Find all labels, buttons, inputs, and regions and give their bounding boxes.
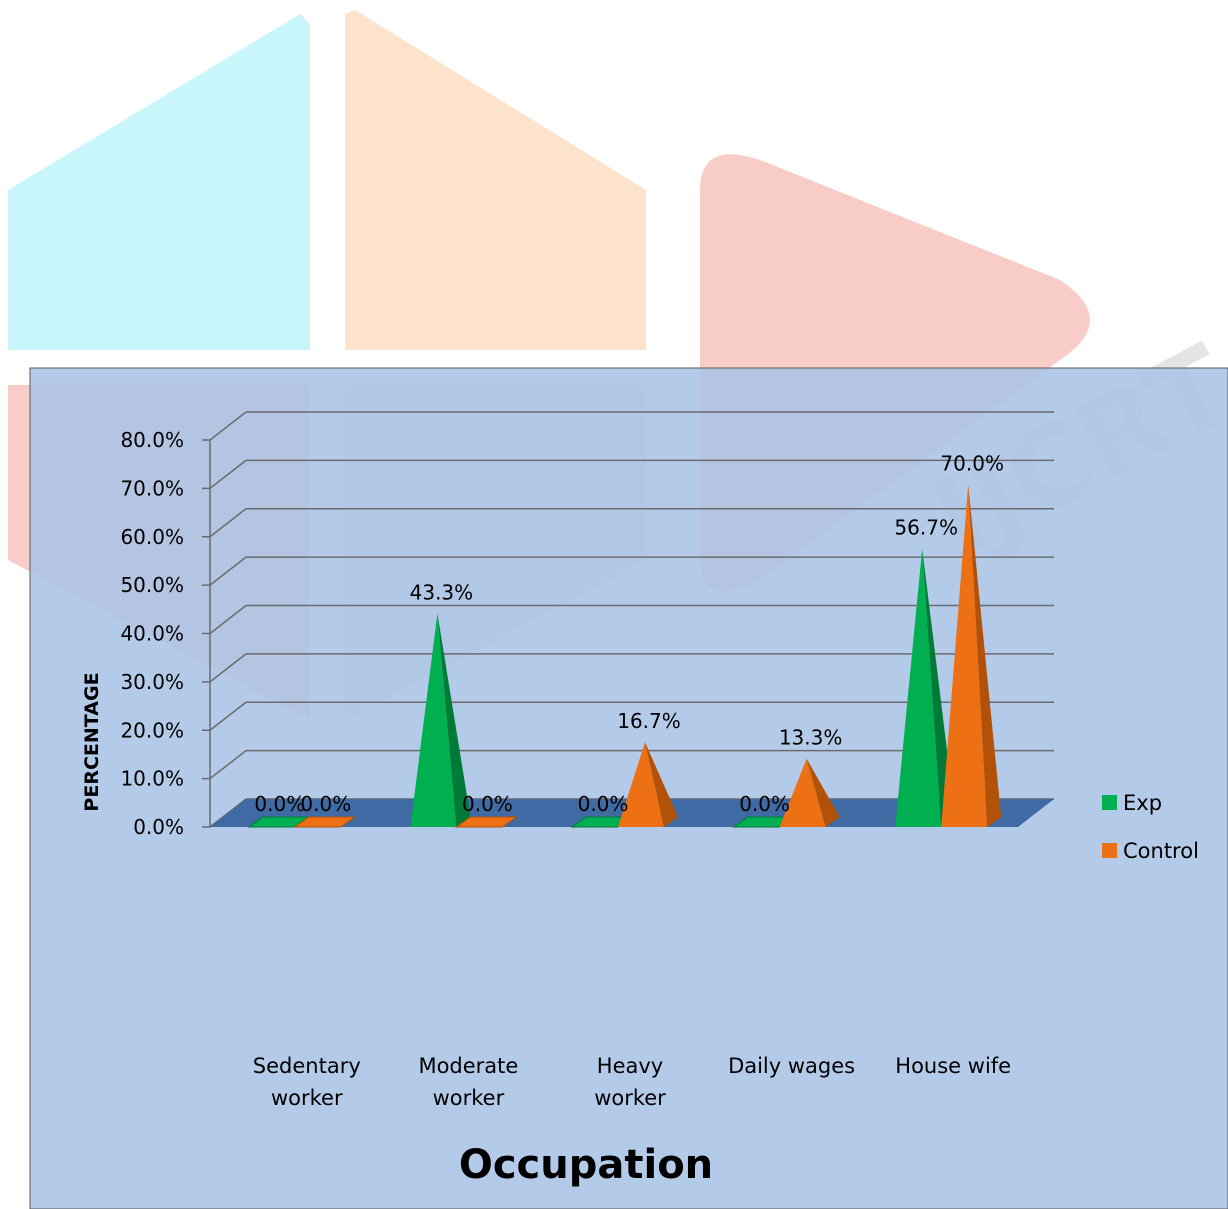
x-tick-label: House wife xyxy=(895,1054,1011,1078)
data-label-exp: 0.0% xyxy=(254,792,305,816)
legend-swatch-exp xyxy=(1102,795,1117,810)
y-tick-label: 0.0% xyxy=(133,815,184,839)
flat-base-control xyxy=(454,816,518,828)
data-label-control: 16.7% xyxy=(617,709,681,733)
data-label-exp: 43.3% xyxy=(410,581,474,605)
pyramid-side-control xyxy=(806,758,840,827)
gridline-side xyxy=(209,701,247,731)
flat-base-control xyxy=(293,816,357,828)
y-tick-label: 20.0% xyxy=(120,718,184,742)
pyramid-face-control xyxy=(779,758,826,827)
legend-label-control: Control xyxy=(1123,839,1199,863)
gridline-side xyxy=(209,459,247,489)
x-axis-title: Occupation xyxy=(459,1142,713,1188)
y-axis-ticks: 0.0% 10.0% 20.0% 30.0% 40.0% 50.0% 60.0% 70.0% 8… xyxy=(120,428,184,839)
y-axis-title: PERCENTAGE xyxy=(81,672,103,811)
legend-swatch-control xyxy=(1102,843,1117,858)
x-tick-label: Daily wages xyxy=(728,1054,855,1078)
data-label-control: 0.0% xyxy=(462,792,513,816)
x-tick-label: Heavy xyxy=(597,1054,663,1078)
x-tick-label: Sedentary xyxy=(253,1054,361,1078)
x-tick-label: worker xyxy=(433,1086,505,1110)
gridline-side xyxy=(209,411,247,441)
data-label-control: 0.0% xyxy=(300,792,351,816)
watermark-tile-cyan xyxy=(8,14,310,350)
y-tick-label: 60.0% xyxy=(120,525,184,549)
pyramid-side-control xyxy=(968,484,1002,827)
data-labels: 0.0%0.0%43.3%0.0% 0.0%16.7%0.0%13.3%56.7%… xyxy=(254,451,1004,816)
data-label-exp: 56.7% xyxy=(894,516,958,540)
pyramid-face-control xyxy=(618,742,664,827)
pyramid-side-control xyxy=(645,742,678,827)
y-tick-label: 50.0% xyxy=(120,573,184,597)
x-tick-label: Moderate xyxy=(418,1054,518,1078)
gridline-side xyxy=(209,508,247,538)
data-label-control: 70.0% xyxy=(940,451,1004,475)
legend-label-exp: Exp xyxy=(1123,791,1162,815)
y-tick-label: 70.0% xyxy=(120,476,184,500)
pyramid-face-exp xyxy=(410,613,457,827)
y-tick-label: 30.0% xyxy=(120,670,184,694)
y-tick-label: 40.0% xyxy=(120,622,184,646)
watermark-tile-peach xyxy=(345,10,646,350)
gridline-side xyxy=(209,750,247,780)
gridline-side xyxy=(209,653,247,683)
data-label-exp: 0.0% xyxy=(739,792,790,816)
data-label-control: 13.3% xyxy=(779,726,843,750)
x-tick-label: worker xyxy=(594,1086,666,1110)
pyramid-series xyxy=(247,484,1002,828)
x-axis-categories: Sedentary worker Moderate worker Heavy worker… xyxy=(253,1054,1011,1110)
y-tick-label: 80.0% xyxy=(120,428,184,452)
pyramid-face-control xyxy=(941,484,988,827)
pyramid-side-exp xyxy=(437,613,471,827)
gridline-side xyxy=(209,556,247,586)
gridline-side xyxy=(209,604,247,635)
data-label-exp: 0.0% xyxy=(578,792,629,816)
y-tick-label: 10.0% xyxy=(120,767,184,791)
x-tick-label: worker xyxy=(271,1086,343,1110)
legend: Exp Control xyxy=(1102,791,1199,863)
pyramid-face-exp xyxy=(895,548,942,827)
